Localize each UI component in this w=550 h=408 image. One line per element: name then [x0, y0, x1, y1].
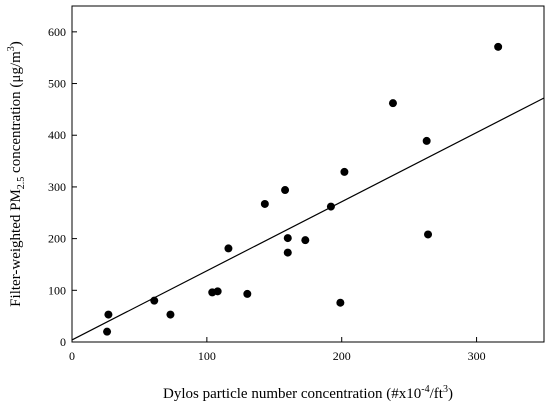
data-point — [103, 327, 112, 336]
data-point — [283, 248, 292, 257]
data-point — [260, 199, 269, 208]
data-point — [166, 310, 175, 319]
y-tick-label: 600 — [48, 25, 66, 39]
data-point — [243, 289, 252, 298]
data-point — [224, 244, 233, 253]
x-tick-label: 300 — [468, 349, 486, 363]
data-point — [336, 298, 345, 307]
data-points — [103, 42, 503, 336]
regression-line-group — [71, 97, 545, 341]
data-point — [494, 42, 503, 51]
x-tick-label: 100 — [198, 349, 216, 363]
data-point — [104, 310, 113, 319]
y-tick-label: 0 — [60, 335, 66, 349]
data-point — [150, 296, 159, 305]
y-tick-label: 400 — [48, 128, 66, 142]
x-axis-label: Dylos particle number concentration (#x1… — [163, 384, 453, 402]
data-point — [213, 287, 222, 296]
x-tick-label: 0 — [69, 349, 75, 363]
y-axis-label: Filter-weighted PM2.5 concentration (μg/… — [6, 41, 27, 307]
y-tick-label: 500 — [48, 77, 66, 91]
x-tick-label: 200 — [333, 349, 351, 363]
data-point — [388, 99, 397, 108]
plot-frame — [71, 5, 545, 343]
y-tick-label: 200 — [48, 232, 66, 246]
regression-line — [71, 97, 545, 341]
axis-ticks: 0 100 200 300 0 100 200 300 400 500 600 — [48, 25, 486, 363]
data-point — [340, 167, 349, 176]
y-tick-label: 100 — [48, 283, 66, 297]
data-point — [424, 230, 433, 239]
data-point — [283, 234, 292, 243]
data-point — [281, 186, 290, 195]
data-point — [301, 236, 310, 245]
data-point — [326, 202, 335, 211]
y-tick-label: 300 — [48, 180, 66, 194]
data-point — [422, 136, 431, 145]
